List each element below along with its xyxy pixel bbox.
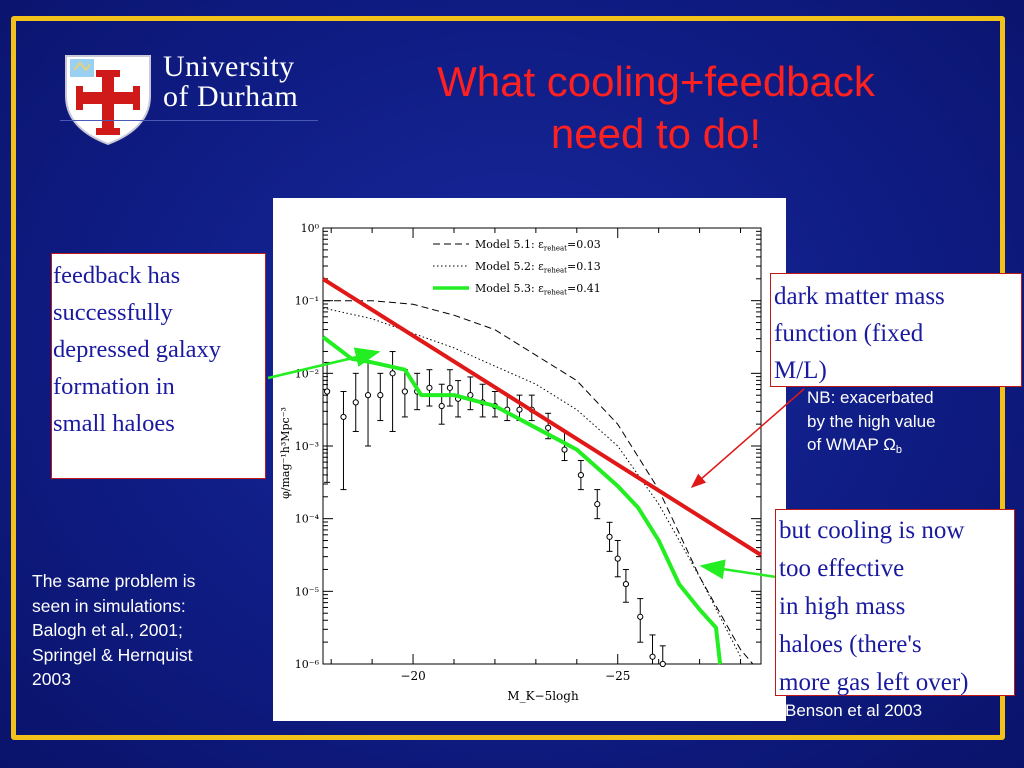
durham-shield-icon — [65, 55, 151, 146]
chart-svg: 10⁰ 10⁻¹ 10⁻² 10⁻³ 10⁻⁴ 10⁻⁵ 10⁻⁶ −20 −25 Model … — [279, 222, 763, 703]
note-line: Balogh et al., 2001; — [32, 620, 183, 640]
data-marker — [377, 392, 384, 399]
callout-line: feedback has — [53, 262, 181, 289]
slide-title: What cooling+feedback need to do! — [376, 56, 936, 160]
y-tick-label: 10⁻⁴ — [295, 513, 320, 526]
data-point — [594, 489, 601, 520]
series-line — [323, 300, 754, 665]
legend-entry: Model 5.1: εreheat=0.03 — [475, 238, 601, 253]
y-tick-label: 10⁻¹ — [295, 295, 319, 308]
university-logo: University of Durham — [60, 44, 322, 154]
callout-line: but cooling is now — [779, 517, 965, 544]
x-axis-label: M_K−5logh — [507, 689, 579, 703]
data-marker — [577, 471, 584, 479]
data-point — [577, 460, 584, 491]
note-line: by the high value — [807, 411, 936, 431]
legend-entry: Model 5.2: εreheat=0.13 — [475, 260, 601, 275]
x-tick-label: −20 — [400, 669, 425, 683]
data-marker — [438, 402, 445, 410]
callout-line: function (fixed — [774, 320, 924, 347]
reference-note: Benson et al 2003 — [785, 701, 923, 720]
data-marker — [606, 533, 613, 540]
data-marker — [389, 370, 396, 377]
y-axis-label: φ/mag⁻¹h³Mpc⁻³ — [279, 407, 292, 499]
data-point — [389, 351, 396, 432]
y-tick-label: 10⁻³ — [295, 440, 319, 453]
data-point — [446, 369, 453, 407]
note-line: seen in simulations: — [32, 595, 186, 616]
logo-line1: University — [163, 50, 295, 83]
data-point — [467, 376, 474, 411]
data-point — [352, 372, 359, 432]
data-point — [401, 369, 408, 418]
note-line: NB: exacerbated — [807, 388, 934, 407]
data-point — [622, 569, 630, 603]
data-point — [649, 634, 656, 665]
x-tick-label: −25 — [605, 669, 630, 683]
callout-line: depressed galaxy — [53, 336, 222, 363]
note-line: 2003 — [32, 669, 71, 689]
data-point — [340, 391, 347, 491]
callout-line: in high mass — [779, 593, 906, 620]
legend-entry: Model 5.3: εreheat=0.41 — [475, 282, 601, 297]
data-point — [377, 372, 384, 422]
data-marker — [659, 660, 666, 668]
series-line — [322, 307, 741, 657]
title-line: What cooling+feedback — [437, 58, 875, 105]
data-marker — [364, 392, 372, 399]
data-marker — [340, 413, 347, 421]
data-marker — [516, 406, 523, 413]
callout-line: small haloes — [53, 410, 175, 437]
note-line: Springel & Hernquist — [32, 644, 193, 665]
data-point — [504, 394, 511, 422]
data-marker — [637, 613, 644, 620]
data-point — [606, 521, 613, 552]
data-point — [614, 539, 621, 578]
data-marker — [446, 384, 453, 391]
y-tick-label: 10⁻² — [295, 367, 319, 380]
callout-line: more gas left over) — [779, 669, 969, 696]
data-marker — [649, 653, 656, 660]
note-line: of WMAP Ωb — [807, 435, 903, 456]
note-line: The same problem is — [32, 571, 196, 591]
feedback-callout: feedback has successfully depressed gala… — [51, 253, 266, 479]
callout-line: successfully — [53, 299, 173, 326]
data-marker — [614, 555, 621, 562]
data-point — [426, 369, 433, 407]
data-marker — [352, 399, 359, 406]
data-marker — [622, 580, 630, 588]
y-tick-label: 10⁻⁵ — [295, 585, 319, 598]
callout-line: too effective — [779, 555, 905, 582]
series-line — [321, 277, 763, 557]
data-marker — [561, 446, 568, 453]
callout-line: M/L) — [774, 357, 827, 384]
series-line — [321, 335, 723, 665]
y-tick-label: 10⁻⁶ — [295, 658, 320, 671]
data-marker — [401, 388, 408, 395]
logo-line2: of Durham — [163, 80, 299, 113]
simulations-note: The same problem is seen in simulations:… — [32, 569, 195, 692]
y-tick-label: 10⁰ — [301, 222, 320, 235]
data-point — [637, 598, 644, 643]
luminosity-function-plot: 10⁰ 10⁻¹ 10⁻² 10⁻³ 10⁻⁴ 10⁻⁵ 10⁻⁶ −20 −25 Model … — [273, 198, 786, 721]
data-point — [364, 361, 372, 447]
cooling-callout: but cooling is now too effective in high… — [775, 509, 1015, 696]
data-point — [438, 383, 445, 425]
callout-line: dark matter mass — [774, 283, 945, 310]
data-marker — [323, 388, 331, 395]
data-marker — [426, 384, 433, 391]
logo-divider — [60, 120, 318, 121]
data-point — [659, 645, 666, 668]
callout-line: formation in — [53, 373, 175, 400]
data-marker — [545, 424, 552, 431]
dark-matter-callout: dark matter mass function (fixed M/L) — [770, 273, 1022, 387]
title-line: need to do! — [550, 110, 762, 157]
wmap-note: NB: exacerbated by the high value of WMA… — [807, 386, 936, 463]
data-marker — [594, 501, 601, 508]
callout-line: haloes (there's — [779, 631, 922, 658]
